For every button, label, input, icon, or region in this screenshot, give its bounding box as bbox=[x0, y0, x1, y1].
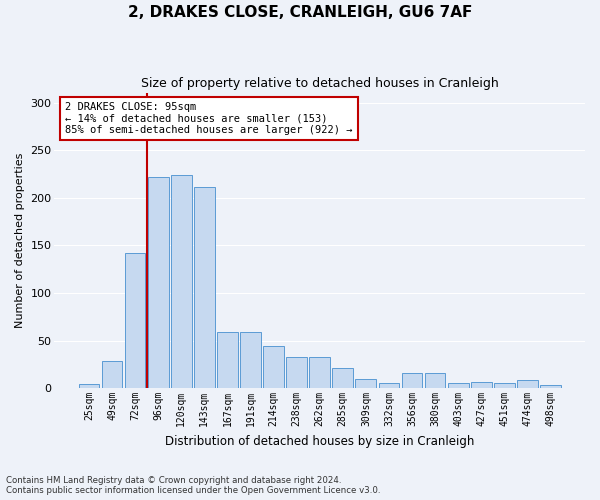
Bar bbox=[101, 360, 122, 388]
Bar bbox=[171, 175, 191, 388]
Bar bbox=[517, 380, 538, 388]
Bar bbox=[448, 384, 469, 388]
Bar bbox=[379, 384, 400, 388]
Bar bbox=[355, 378, 376, 388]
Bar bbox=[286, 356, 307, 388]
Title: Size of property relative to detached houses in Cranleigh: Size of property relative to detached ho… bbox=[141, 78, 499, 90]
Text: Contains HM Land Registry data © Crown copyright and database right 2024.
Contai: Contains HM Land Registry data © Crown c… bbox=[6, 476, 380, 495]
Y-axis label: Number of detached properties: Number of detached properties bbox=[15, 153, 25, 328]
Bar bbox=[125, 253, 145, 388]
Bar bbox=[194, 188, 215, 388]
Text: 2, DRAKES CLOSE, CRANLEIGH, GU6 7AF: 2, DRAKES CLOSE, CRANLEIGH, GU6 7AF bbox=[128, 5, 472, 20]
Text: 2 DRAKES CLOSE: 95sqm
← 14% of detached houses are smaller (153)
85% of semi-det: 2 DRAKES CLOSE: 95sqm ← 14% of detached … bbox=[65, 102, 353, 135]
Bar bbox=[425, 373, 445, 388]
Bar bbox=[79, 384, 100, 388]
Bar bbox=[494, 384, 515, 388]
X-axis label: Distribution of detached houses by size in Cranleigh: Distribution of detached houses by size … bbox=[165, 434, 475, 448]
Bar bbox=[240, 332, 261, 388]
Bar bbox=[401, 373, 422, 388]
Bar bbox=[540, 386, 561, 388]
Bar bbox=[310, 356, 330, 388]
Bar bbox=[217, 332, 238, 388]
Bar bbox=[148, 177, 169, 388]
Bar bbox=[263, 346, 284, 388]
Bar bbox=[332, 368, 353, 388]
Bar bbox=[471, 382, 491, 388]
